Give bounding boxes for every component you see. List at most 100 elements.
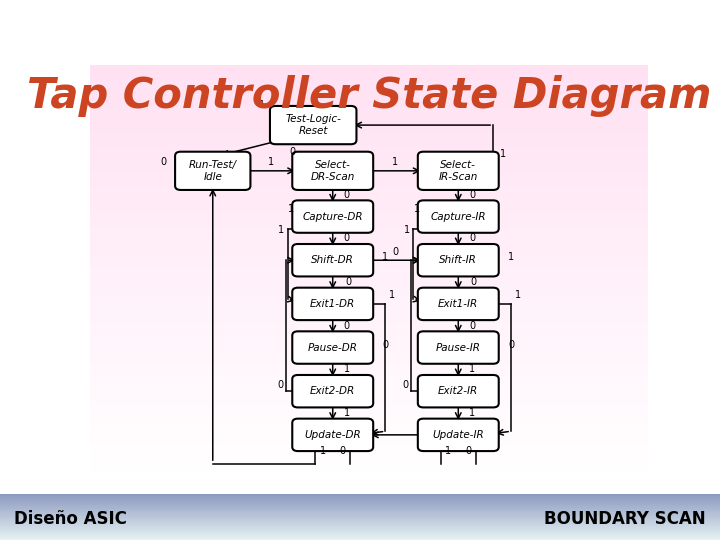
Bar <box>90 204 648 206</box>
Bar <box>0 514 720 515</box>
Bar <box>90 354 648 356</box>
Text: 0: 0 <box>289 147 295 157</box>
Text: Diseño ASIC: Diseño ASIC <box>14 510 127 528</box>
Bar <box>90 449 648 451</box>
Bar <box>90 289 648 292</box>
Bar <box>90 82 648 84</box>
Bar <box>0 512 720 513</box>
Bar <box>90 476 648 478</box>
Bar <box>90 472 648 474</box>
Bar <box>90 360 648 362</box>
Bar <box>90 460 648 462</box>
Text: 1: 1 <box>343 408 350 418</box>
Bar <box>90 439 648 441</box>
Bar <box>90 158 648 160</box>
Text: 1: 1 <box>469 408 475 418</box>
Bar <box>0 500 720 501</box>
Bar <box>90 129 648 131</box>
Bar <box>0 507 720 508</box>
FancyBboxPatch shape <box>292 375 373 407</box>
Bar <box>90 437 648 439</box>
Bar <box>90 175 648 177</box>
Text: 1: 1 <box>320 447 325 456</box>
Bar <box>0 534 720 535</box>
Bar <box>90 233 648 235</box>
Bar <box>90 379 648 381</box>
Bar <box>90 266 648 268</box>
Text: 0: 0 <box>392 247 399 257</box>
Bar <box>90 185 648 187</box>
Text: 0: 0 <box>465 447 472 456</box>
Text: 0: 0 <box>343 321 350 330</box>
Bar <box>90 316 648 319</box>
Bar <box>0 505 720 507</box>
Bar <box>0 524 720 525</box>
Text: 1: 1 <box>278 225 284 235</box>
Bar <box>90 192 648 194</box>
Bar <box>90 111 648 113</box>
Bar <box>90 283 648 285</box>
FancyBboxPatch shape <box>418 152 499 190</box>
Bar <box>90 364 648 366</box>
Text: Select-
DR-Scan: Select- DR-Scan <box>310 160 355 181</box>
Text: Pause-DR: Pause-DR <box>307 342 358 353</box>
Text: 0: 0 <box>343 190 350 200</box>
Bar <box>90 152 648 154</box>
Bar <box>0 509 720 510</box>
Bar <box>90 125 648 127</box>
Bar <box>90 231 648 233</box>
Bar <box>90 429 648 431</box>
Bar <box>90 73 648 75</box>
Bar <box>0 519 720 520</box>
Bar <box>90 322 648 325</box>
Text: 1: 1 <box>445 447 451 456</box>
Bar <box>0 521 720 522</box>
Bar <box>90 337 648 339</box>
Bar <box>90 150 648 152</box>
Bar <box>90 146 648 148</box>
Bar <box>90 319 648 321</box>
Bar <box>90 167 648 168</box>
Bar <box>0 494 720 495</box>
Bar <box>90 339 648 341</box>
Bar <box>90 241 648 244</box>
Text: 1: 1 <box>258 100 265 110</box>
Bar <box>90 244 648 246</box>
Bar <box>0 522 720 523</box>
Bar <box>0 504 720 505</box>
Text: 0: 0 <box>469 321 475 330</box>
Bar <box>90 109 648 111</box>
Bar <box>90 391 648 393</box>
Bar <box>0 515 720 516</box>
Text: Capture-DR: Capture-DR <box>302 212 363 221</box>
Text: Pause-IR: Pause-IR <box>436 342 481 353</box>
FancyBboxPatch shape <box>418 244 499 276</box>
Bar <box>90 131 648 133</box>
FancyBboxPatch shape <box>418 200 499 233</box>
Bar <box>90 356 648 358</box>
Bar <box>90 281 648 283</box>
Bar <box>90 133 648 136</box>
Bar <box>90 173 648 175</box>
Text: 1: 1 <box>508 252 514 262</box>
Bar <box>90 373 648 375</box>
Bar <box>90 397 648 400</box>
Bar <box>90 468 648 470</box>
Bar <box>90 123 648 125</box>
Bar <box>90 331 648 333</box>
FancyBboxPatch shape <box>292 418 373 451</box>
Text: Capture-IR: Capture-IR <box>431 212 486 221</box>
Text: Tap Controller State Diagram: Tap Controller State Diagram <box>27 75 711 117</box>
Text: 1: 1 <box>500 149 506 159</box>
FancyBboxPatch shape <box>418 288 499 320</box>
Bar <box>90 214 648 217</box>
Bar <box>90 420 648 422</box>
Bar <box>90 229 648 231</box>
Bar <box>0 528 720 529</box>
Bar <box>90 154 648 156</box>
Bar <box>0 498 720 499</box>
Text: 0: 0 <box>469 190 475 200</box>
Bar <box>90 219 648 221</box>
Bar <box>90 254 648 256</box>
Bar <box>90 454 648 456</box>
